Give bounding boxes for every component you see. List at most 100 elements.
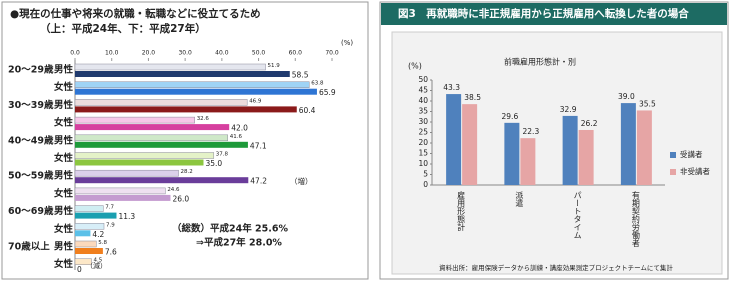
bar: [75, 71, 290, 77]
category-label: 男性: [54, 241, 74, 253]
value-label: 26.0: [172, 194, 189, 203]
value-label: 0: [77, 265, 82, 274]
value-label: 4.2: [92, 230, 104, 239]
bar: [75, 248, 103, 254]
value-label: 46.9: [249, 98, 262, 104]
category-label: 女性: [54, 223, 74, 235]
value-label: 63.8: [311, 81, 324, 87]
group-label: 60～69歳: [8, 205, 54, 217]
bar: [504, 123, 519, 185]
y-tick-label: 15: [418, 149, 428, 158]
value-label: 29.6: [502, 112, 519, 121]
category-label: 女性: [54, 152, 74, 164]
x-tick-label: 10.0: [105, 50, 119, 57]
y-tick-label: 50: [418, 75, 428, 84]
y-tick-label: 10: [418, 159, 428, 168]
value-label: 47.2: [250, 177, 267, 186]
legend-label: 非受講者: [680, 166, 710, 176]
bar: [462, 104, 477, 185]
chart-title: ●現在の仕事や将来の就職・転職などに役立てるため: [10, 7, 261, 20]
value-label: 32.9: [560, 105, 577, 114]
value-label: 11.3: [118, 212, 135, 221]
x-tick-label: 70.0: [325, 50, 339, 57]
bar: [75, 142, 248, 148]
value-label: 28.2: [181, 169, 193, 175]
category-label: 女性: [54, 117, 74, 129]
annotation: ⇒平成27年 28.0%: [196, 237, 282, 249]
value-label: 22.3: [523, 127, 540, 136]
bar: [637, 110, 652, 185]
x-tick-label: 派遣: [515, 191, 524, 208]
value-label: 38.5: [464, 93, 481, 102]
annotation: （増）: [290, 176, 313, 186]
y-tick-label: 20: [418, 138, 428, 147]
x-tick-label: パートタイム: [573, 191, 582, 239]
value-label: 43.3: [443, 83, 460, 92]
bar: [579, 130, 594, 185]
x-tick-label: 有期契約労働者: [631, 190, 640, 248]
x-tick-label: 50.0: [252, 50, 266, 57]
bar: [75, 82, 309, 88]
bar: [75, 153, 214, 159]
x-tick-label: 20.0: [142, 50, 156, 57]
value-label: 7.7: [105, 205, 114, 211]
annotation: （総数）平成24年 25.6%: [172, 223, 288, 235]
x-tick-label: 30.0: [178, 50, 192, 57]
value-label: 39.0: [618, 92, 635, 101]
figure-title: 図3 再就職時に非正規雇用から正規雇用へ転換した者の場合: [398, 7, 689, 20]
value-label: 35.0: [206, 159, 223, 168]
category-label: 男性: [54, 170, 74, 182]
category-label: 男性: [54, 205, 74, 217]
value-label: 47.1: [250, 141, 267, 150]
value-label: 24.6: [167, 187, 180, 193]
legend-swatch: [670, 152, 676, 158]
value-label: 42.0: [231, 124, 248, 133]
y-tick-label: 5: [423, 170, 428, 179]
y-tick-label: 40: [418, 96, 428, 105]
bar: [75, 106, 297, 112]
annotation: （減）: [86, 261, 107, 270]
value-label: 37.8: [216, 152, 229, 158]
bar: [75, 223, 104, 229]
bar: [446, 94, 461, 185]
value-label: 5.8: [98, 240, 107, 246]
source-note: 資料出所：雇用保険データから訓練・講座効果測定プロジェクトチームにて集計: [439, 263, 673, 272]
x-tick-label: 雇用形態計: [457, 190, 466, 232]
bar: [75, 124, 229, 130]
group-label: 40～49歳: [8, 134, 54, 146]
legend-label: 受講者: [680, 149, 703, 159]
category-label: 女性: [54, 187, 74, 199]
value-label: 41.6: [230, 134, 243, 140]
category-label: 男性: [54, 64, 74, 76]
bar: [75, 241, 96, 247]
bar: [75, 206, 103, 212]
x-tick-label: 40.0: [215, 50, 229, 57]
value-label: 60.4: [299, 106, 316, 115]
category-label: 男性: [54, 134, 74, 146]
bar: [75, 117, 195, 123]
value-label: 7.6: [105, 248, 117, 257]
chart-subtitle: （上：平成24年、下：平成27年）: [40, 22, 206, 35]
bar: [75, 64, 266, 70]
group-label: 70歳以上: [8, 241, 50, 253]
y-tick-label: 30: [418, 117, 428, 126]
value-label: 26.2: [581, 119, 598, 128]
y-tick-label: 35: [418, 107, 428, 116]
category-label: 女性: [54, 81, 74, 93]
x-tick-label: 60.0: [289, 50, 303, 57]
axis-unit: (%): [408, 62, 422, 71]
bar: [75, 177, 248, 183]
bar: [75, 188, 165, 194]
y-tick-label: 0: [423, 180, 428, 189]
axis-unit: (%): [341, 39, 353, 47]
group-label: 50～59歳: [8, 170, 54, 182]
bar: [75, 135, 228, 141]
value-label: 58.5: [292, 71, 309, 80]
category-label: 女性: [54, 258, 74, 270]
x-tick-label: 0.0: [70, 50, 80, 57]
value-label: 65.9: [319, 88, 336, 97]
bar: [75, 213, 116, 219]
value-label: 51.9: [268, 63, 281, 69]
bar: [75, 170, 179, 176]
